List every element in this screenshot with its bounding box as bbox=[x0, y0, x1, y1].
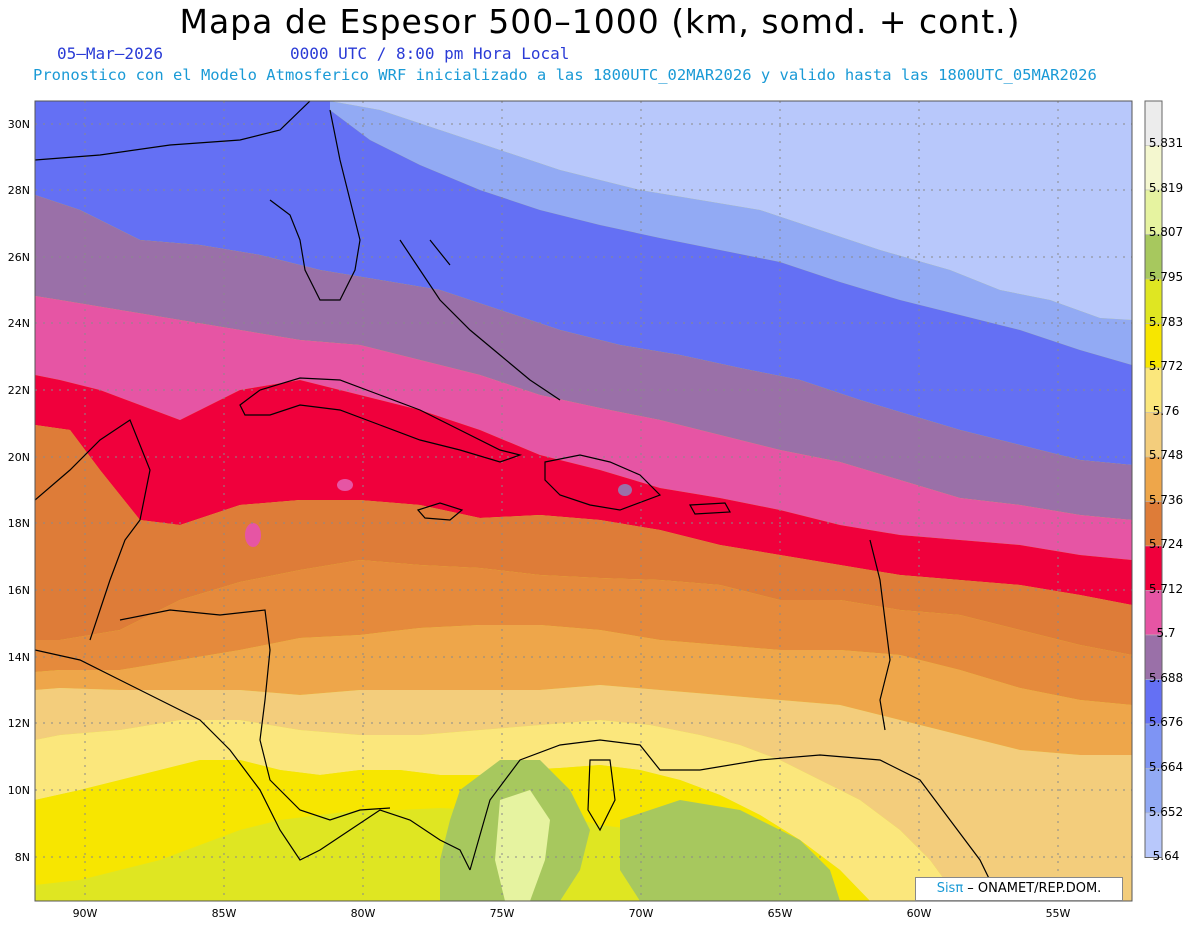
map-title: Mapa de Espesor 500–1000 (km, somd. + co… bbox=[179, 2, 1021, 41]
colorbar-label: 5.819 bbox=[1149, 181, 1183, 195]
colorbar-label: 5.64 bbox=[1153, 849, 1180, 863]
lat-label: 26N bbox=[8, 251, 30, 264]
lat-label: 30N bbox=[8, 118, 30, 131]
lat-label: 10N bbox=[8, 784, 30, 797]
colorbar-label: 5.688 bbox=[1149, 671, 1183, 685]
credit-text: – ONAMET/REP.DOM. bbox=[963, 881, 1102, 896]
lon-label: 75W bbox=[490, 907, 515, 920]
lon-label: 90W bbox=[73, 907, 98, 920]
lon-axis: 90W 85W 80W 75W 70W 65W 60W 55W bbox=[73, 907, 1071, 920]
band-5-772 bbox=[35, 760, 870, 901]
blob-pink bbox=[245, 523, 261, 547]
map-frame bbox=[34, 100, 1133, 902]
maracaibo bbox=[587, 759, 616, 832]
cuba-coast bbox=[239, 377, 523, 463]
colorbar-label: 5.712 bbox=[1149, 582, 1183, 596]
band-5-807 bbox=[495, 790, 550, 901]
band-5-7 bbox=[35, 375, 1132, 605]
band-5-736 bbox=[35, 625, 1132, 755]
colorbar-label: 5.772 bbox=[1149, 359, 1183, 373]
forecast-description: Pronostico con el Modelo Atmosferico WRF… bbox=[33, 66, 1097, 84]
colorbar-label: 5.807 bbox=[1149, 225, 1183, 239]
puertorico-coast bbox=[689, 502, 731, 515]
colorbar-label: 5.724 bbox=[1149, 537, 1183, 551]
credit-brand: Sisπ bbox=[936, 881, 964, 896]
forecast-time: 0000 UTC / 8:00 pm Hora Local bbox=[290, 44, 570, 63]
colorbar-label: 5.748 bbox=[1149, 448, 1183, 462]
colorbar-label: 5.76 bbox=[1153, 404, 1180, 418]
south-america-coast bbox=[469, 739, 1001, 901]
lon-label: 55W bbox=[1046, 907, 1071, 920]
colorbar-label: 5.676 bbox=[1149, 715, 1183, 729]
band-5-64 bbox=[330, 101, 1132, 320]
lat-label: 22N bbox=[8, 384, 30, 397]
colorbar-label: 5.783 bbox=[1149, 315, 1183, 329]
colorbar-labels: 5.831 5.819 5.807 5.795 5.783 5.772 5.76… bbox=[1149, 136, 1183, 863]
lat-label: 8N bbox=[15, 851, 30, 864]
lon-label: 60W bbox=[907, 907, 932, 920]
lat-label: 16N bbox=[8, 584, 30, 597]
band-5-748 bbox=[35, 685, 1132, 901]
central-america-coast bbox=[35, 649, 471, 871]
lon-label: 65W bbox=[768, 907, 793, 920]
credit-box: Sisπ – ONAMET/REP.DOM. bbox=[915, 877, 1123, 901]
lat-axis: 30N 28N 26N 24N 22N 20N 18N 16N 14N 12N … bbox=[8, 118, 30, 864]
jamaica-coast bbox=[416, 502, 464, 521]
central-america-caribbean bbox=[119, 609, 391, 821]
band-5-652 bbox=[330, 101, 1132, 365]
yucatan-coast bbox=[35, 419, 151, 641]
colorbar-label: 5.7 bbox=[1156, 626, 1175, 640]
gridlines bbox=[35, 101, 1132, 901]
blob-violet bbox=[618, 484, 632, 496]
colorbar-frame bbox=[1144, 100, 1163, 858]
blob-pink-2 bbox=[337, 479, 353, 491]
band-5-664 bbox=[35, 101, 1132, 465]
lesser-antilles bbox=[869, 539, 891, 731]
lat-label: 14N bbox=[8, 651, 30, 664]
lat-label: 28N bbox=[8, 184, 30, 197]
lat-label: 24N bbox=[8, 317, 30, 330]
lat-label: 12N bbox=[8, 717, 30, 730]
colorbar-label: 5.664 bbox=[1149, 760, 1183, 774]
colorbar-label: 5.831 bbox=[1149, 136, 1183, 150]
lon-label: 70W bbox=[629, 907, 654, 920]
lon-label: 85W bbox=[212, 907, 237, 920]
colorbar-label: 5.652 bbox=[1149, 805, 1183, 819]
band-5-676 bbox=[35, 195, 1132, 520]
thickness-bands bbox=[35, 101, 1132, 901]
forecast-date: 05–Mar–2026 bbox=[57, 44, 163, 63]
lon-label: 80W bbox=[351, 907, 376, 920]
band-5-712 bbox=[35, 425, 1132, 655]
coastlines bbox=[35, 101, 1001, 901]
lat-label: 18N bbox=[8, 517, 30, 530]
band-5-688 bbox=[35, 296, 1132, 560]
colorbar-label: 5.795 bbox=[1149, 270, 1183, 284]
colorbar bbox=[1144, 100, 1163, 858]
florida-coast bbox=[35, 101, 361, 301]
bahamas bbox=[399, 239, 561, 401]
hispaniola-coast bbox=[544, 454, 662, 511]
band-5-724 bbox=[35, 560, 1132, 705]
lat-label: 20N bbox=[8, 451, 30, 464]
band-5-795-east bbox=[620, 800, 840, 901]
colorbar-label: 5.736 bbox=[1149, 493, 1183, 507]
